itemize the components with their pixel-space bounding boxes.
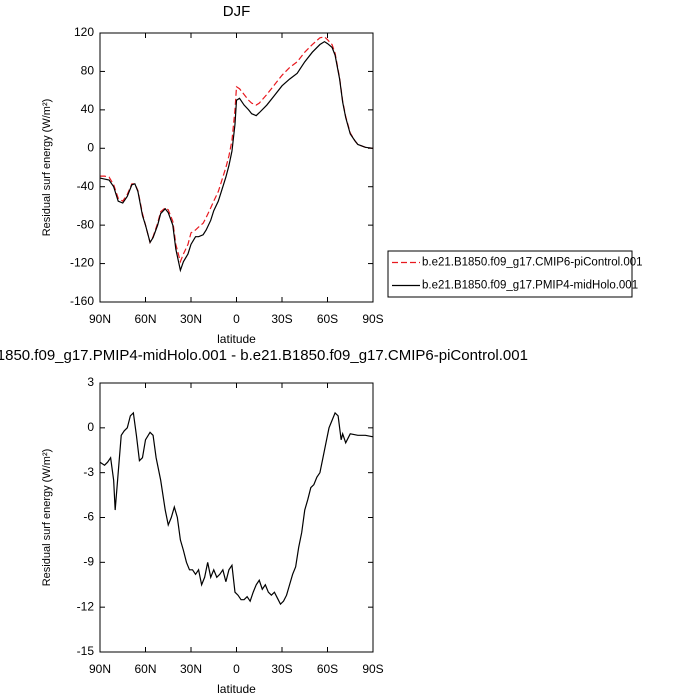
data-line [100, 36, 374, 264]
y-tick-label: 0 [87, 140, 94, 154]
x-tick-label: 90S [362, 312, 383, 326]
y-tick-label: -40 [77, 179, 95, 193]
x-tick-label: 60N [134, 662, 156, 676]
x-tick-label: 90S [362, 662, 383, 676]
y-tick-label: 3 [87, 375, 94, 389]
y-tick-label: 120 [74, 25, 94, 39]
x-axis-label: latitude [217, 332, 256, 346]
x-tick-label: 60N [134, 312, 156, 326]
y-tick-label: -80 [77, 217, 95, 231]
x-tick-label: 30S [271, 312, 292, 326]
x-tick-label: 90N [89, 312, 111, 326]
legend-box [387, 250, 633, 298]
y-tick-label: -3 [83, 465, 94, 479]
y-axis-label: Residual surf energy (W/m²) [41, 449, 53, 587]
chart-title: b.e21.B1850.f09_g17.PMIP4-midHolo.001 - … [0, 347, 528, 364]
y-tick-label: -15 [77, 644, 95, 658]
y-tick-label: 40 [81, 102, 95, 116]
y-tick-label: -120 [70, 256, 94, 270]
y-tick-label: 80 [81, 64, 95, 78]
x-axis-label: latitude [217, 682, 256, 696]
x-tick-label: 30N [180, 312, 202, 326]
x-tick-label: 0 [233, 312, 240, 326]
x-tick-label: 60S [317, 312, 338, 326]
data-line [99, 40, 374, 273]
y-tick-label: -12 [77, 599, 95, 613]
chart-title: DJF [223, 3, 251, 20]
data-line [99, 411, 374, 606]
y-tick-label: -6 [83, 510, 94, 524]
plot-frame [99, 382, 374, 653]
y-axis-label: Residual surf energy (W/m²) [41, 99, 53, 237]
x-tick-label: 90N [89, 662, 111, 676]
legend-label: b.e21.B1850.f09_g17.CMIP6-piControl.001 [422, 257, 643, 269]
x-tick-label: 30S [271, 662, 292, 676]
x-tick-label: 30N [180, 662, 202, 676]
plot-frame [99, 32, 374, 303]
x-tick-label: 60S [317, 662, 338, 676]
x-tick-label: 0 [233, 662, 240, 676]
y-tick-label: -160 [70, 294, 94, 308]
y-tick-label: -9 [83, 555, 94, 569]
legend-label: b.e21.B1850.f09_g17.PMIP4-midHolo.001 [422, 280, 638, 292]
y-tick-label: 0 [87, 420, 94, 434]
